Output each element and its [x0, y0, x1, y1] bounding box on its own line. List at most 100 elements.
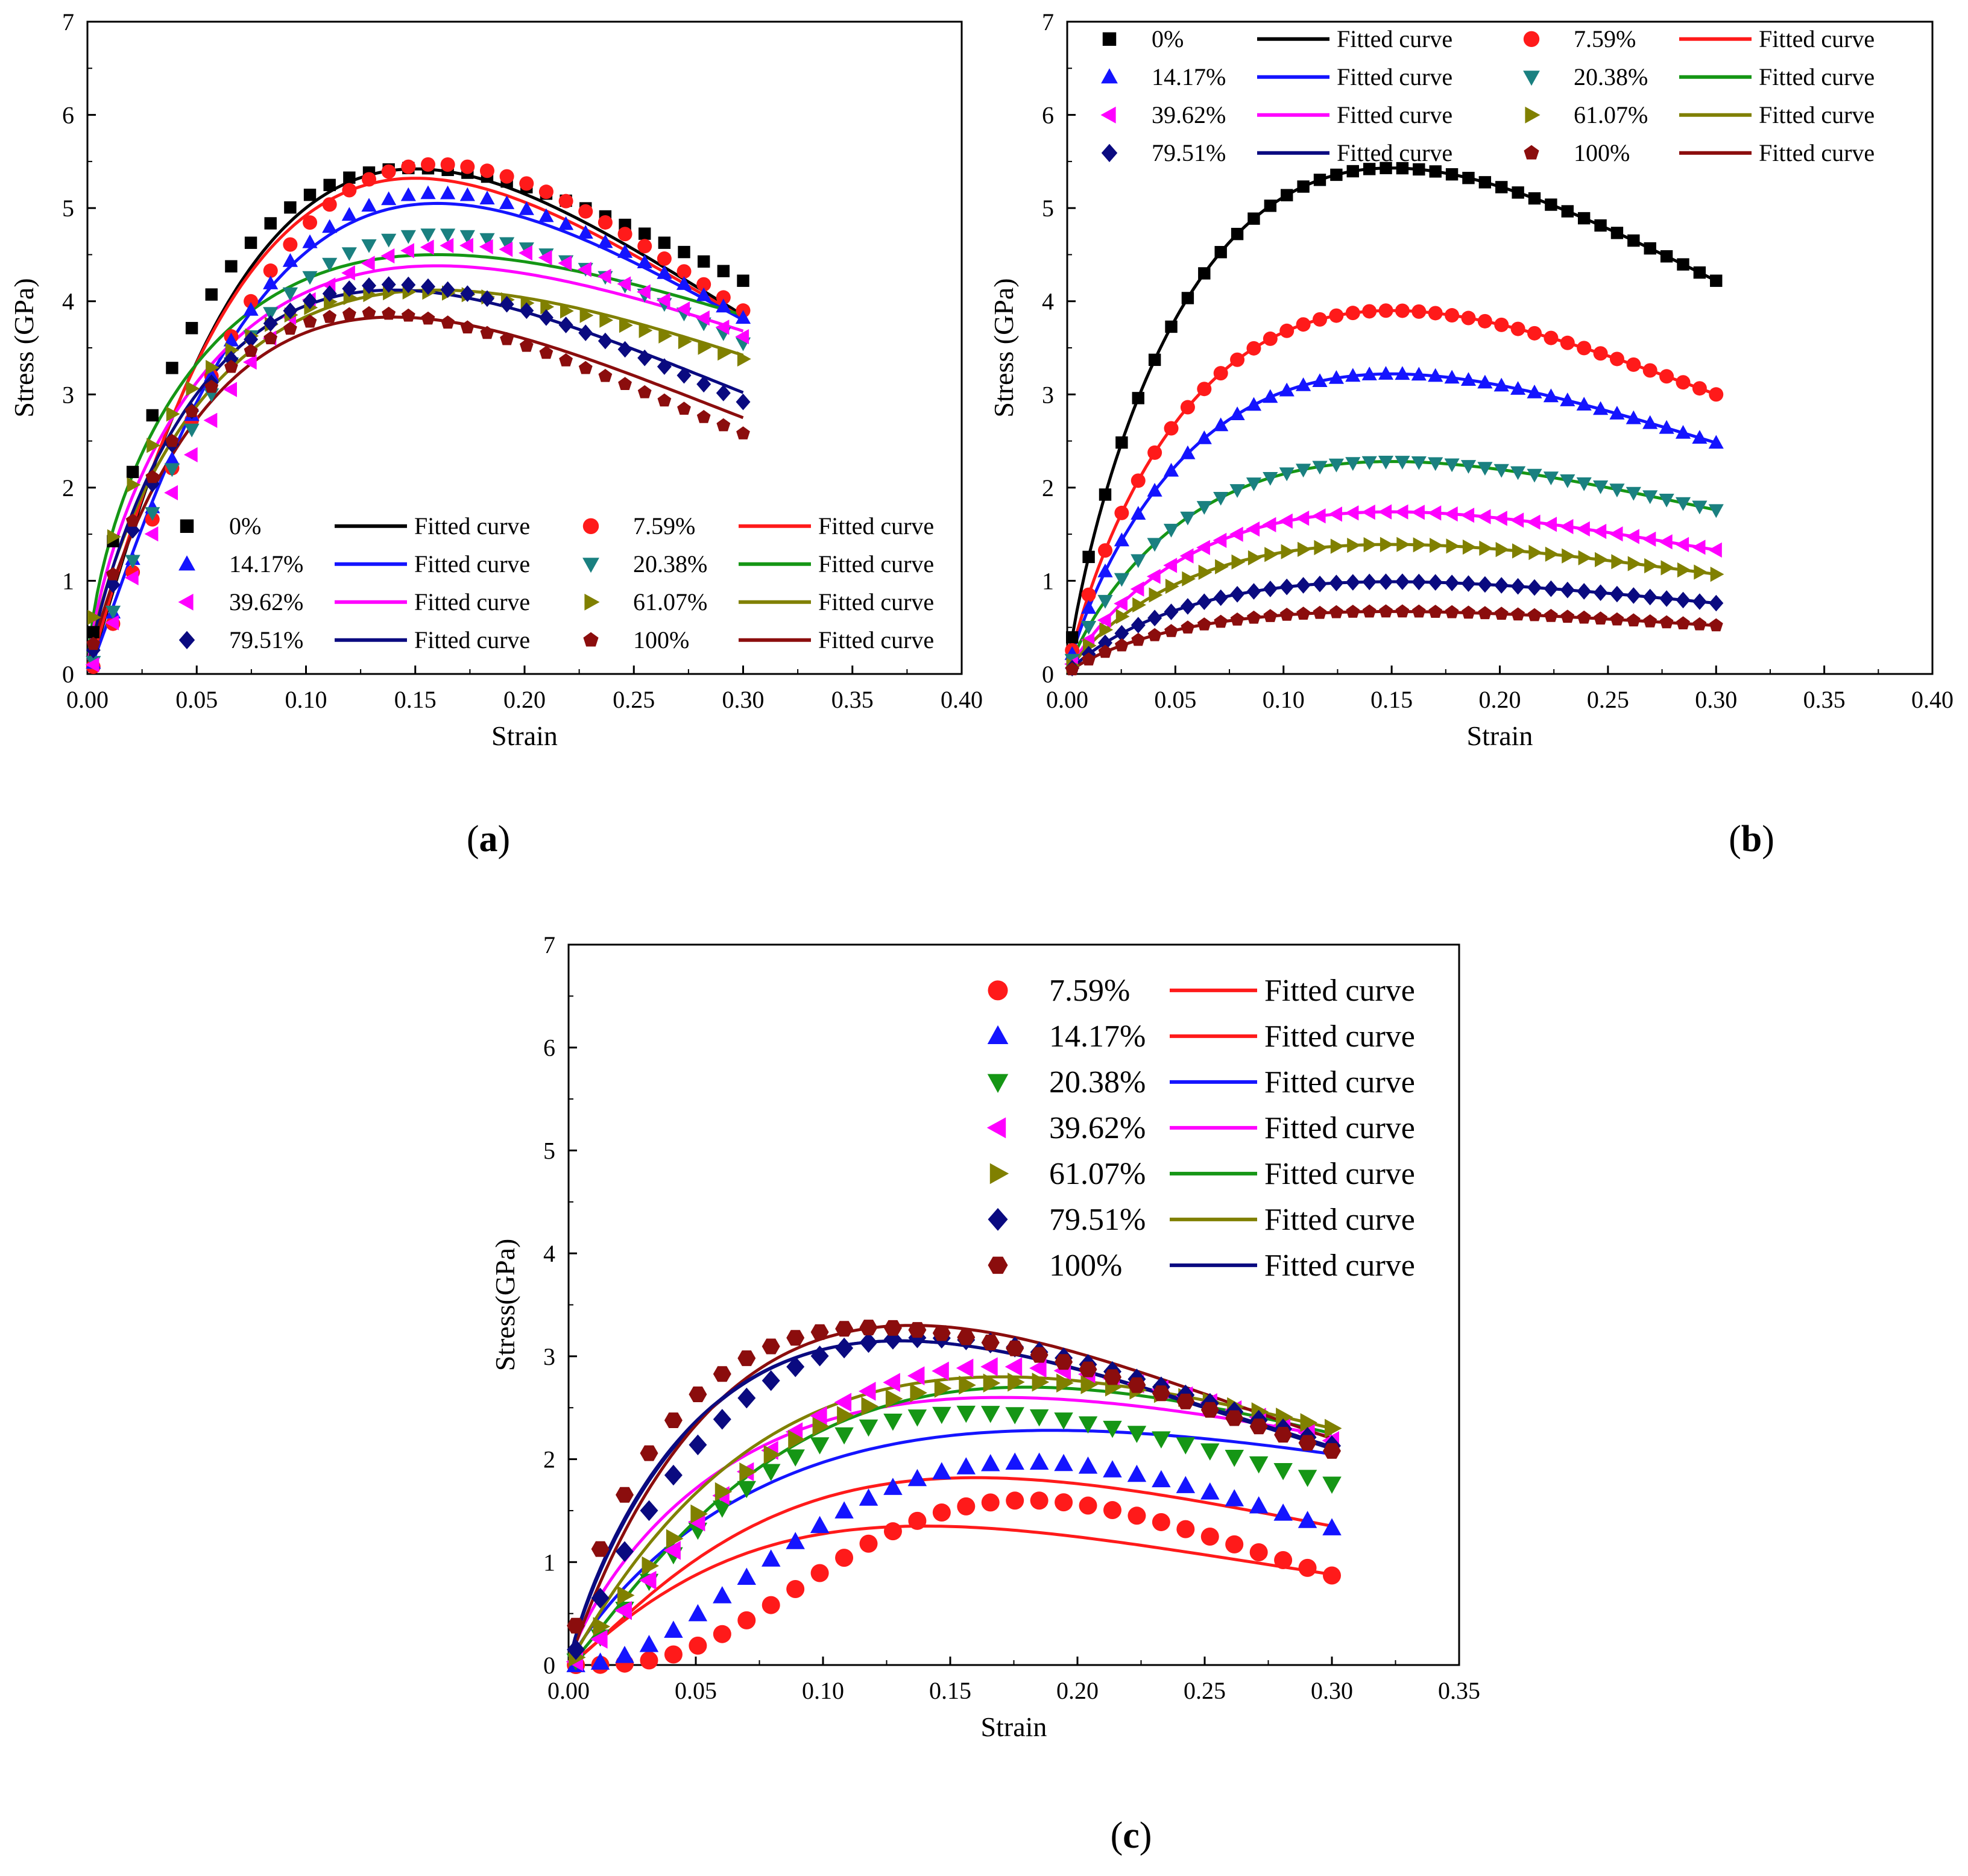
data-point [499, 237, 515, 251]
data-point [861, 1397, 878, 1416]
data-point [166, 362, 178, 374]
data-point [126, 465, 139, 479]
data-point [1445, 605, 1459, 619]
data-point [302, 271, 318, 285]
data-point [1322, 1518, 1342, 1535]
data-point [1694, 564, 1708, 580]
data-point [1225, 1450, 1244, 1467]
data-point [263, 315, 278, 332]
legend-series-name: 7.59% [633, 512, 695, 540]
data-point [1148, 353, 1161, 367]
data-point [737, 1611, 756, 1629]
data-point [1345, 457, 1361, 471]
legend-fit-label: Fitted curve [1264, 1065, 1415, 1100]
data-point [696, 287, 711, 301]
y-tick-label: 0 [62, 661, 74, 688]
data-point [106, 576, 121, 593]
data-point [657, 393, 672, 407]
data-point [1576, 521, 1590, 537]
data-point [184, 423, 200, 438]
plot-area [1064, 162, 1724, 677]
data-point [1411, 304, 1427, 319]
data-point [1413, 163, 1425, 176]
data-point [1676, 591, 1691, 609]
legend-marker [987, 1025, 1009, 1044]
data-point [664, 1412, 683, 1428]
data-point [1413, 537, 1427, 553]
data-point [441, 315, 455, 329]
data-point [1147, 483, 1162, 497]
legend-fit-label: Fitted curve [1264, 974, 1415, 1008]
data-point [908, 1327, 927, 1349]
data-point [499, 242, 513, 257]
data-point [1246, 397, 1262, 411]
legend-series-name: 79.51% [229, 626, 303, 653]
x-tick-label: 0.15 [929, 1677, 971, 1704]
data-point [164, 463, 180, 477]
y-tick-label: 5 [1042, 195, 1054, 222]
data-point [932, 1325, 951, 1341]
legend-marker [583, 632, 599, 647]
data-point [1478, 606, 1492, 620]
data-point [763, 1445, 781, 1464]
data-point [538, 208, 554, 222]
y-tick-label: 6 [543, 1034, 555, 1062]
data-point [908, 1511, 927, 1530]
data-point [1196, 430, 1212, 444]
data-point [932, 1406, 951, 1424]
data-point [1128, 1506, 1146, 1525]
panel-c-label: (c) [1111, 1815, 1152, 1856]
data-point [1247, 610, 1261, 624]
data-point [1659, 590, 1674, 607]
data-point [1298, 541, 1311, 557]
legend-marker [1101, 143, 1118, 162]
data-point [85, 657, 99, 673]
data-point [1176, 1520, 1195, 1538]
data-point [590, 1629, 608, 1649]
data-point [859, 1320, 878, 1336]
data-point [1230, 612, 1244, 626]
data-point [283, 302, 298, 319]
data-point [676, 264, 692, 279]
data-point [1691, 540, 1706, 555]
data-point [810, 1564, 829, 1582]
data-point [302, 234, 318, 248]
x-tick-label: 0.25 [1184, 1677, 1226, 1704]
data-point [341, 247, 357, 261]
data-point [786, 1580, 805, 1599]
legend-marker [582, 558, 599, 573]
data-point [1249, 1456, 1269, 1474]
data-point [1346, 605, 1360, 618]
data-point [1274, 1551, 1293, 1570]
data-point [1281, 189, 1293, 201]
data-point [1229, 526, 1243, 542]
data-point [1444, 458, 1460, 473]
fitted-curve-line [1067, 372, 1717, 669]
data-point [1225, 1535, 1244, 1553]
data-point [1298, 1558, 1317, 1577]
data-point [657, 265, 672, 279]
data-point [883, 1329, 902, 1350]
data-point [1030, 1347, 1049, 1363]
data-point [1099, 488, 1112, 501]
data-point [736, 393, 751, 411]
data-point [87, 609, 101, 625]
data-point [1411, 456, 1427, 470]
data-point [400, 230, 416, 244]
legend-series-name: 7.59% [1574, 25, 1636, 52]
y-tick-label: 5 [543, 1137, 555, 1164]
data-point [983, 1373, 1001, 1393]
data-point [1008, 1373, 1025, 1392]
data-point [146, 409, 159, 422]
legend-marker [1523, 31, 1540, 47]
data-point [1708, 542, 1722, 558]
data-point [1477, 462, 1493, 476]
data-point [1200, 1402, 1219, 1418]
data-point [713, 1409, 731, 1430]
data-point [284, 201, 297, 214]
data-point [559, 353, 573, 367]
data-point [1593, 584, 1608, 601]
legend-marker [988, 1207, 1008, 1231]
data-point [1296, 317, 1311, 332]
fitted-curve-line [568, 1429, 1332, 1663]
